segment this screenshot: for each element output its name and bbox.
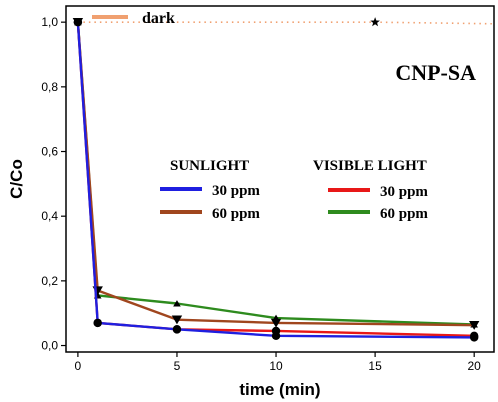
legend-dark: dark xyxy=(92,10,175,27)
series-sunlight-60-ppm-point xyxy=(270,318,282,328)
legend-visible-light: VISIBLE LIGHT 30 ppm 60 ppm xyxy=(313,158,428,222)
series-layer xyxy=(72,17,495,342)
series-sunlight-30-ppm-point xyxy=(93,318,102,328)
series-sunlight-30-ppm-point xyxy=(73,17,83,27)
y-tick-label: 0,8 xyxy=(41,80,58,94)
x-axis: 0 5 10 15 20 xyxy=(75,352,482,373)
series-sunlight-60-ppm-point xyxy=(468,321,480,330)
legend-sunlight-title: SUNLIGHT xyxy=(170,158,249,174)
series-visible-light-60-ppm-point xyxy=(173,300,181,307)
series-dark-point xyxy=(370,17,380,27)
legend-dark-label: dark xyxy=(142,10,175,27)
series-dark-line xyxy=(77,21,495,25)
series-sunlight-60-ppm xyxy=(72,18,480,330)
x-tick-label: 20 xyxy=(468,359,482,373)
legend-visible-30-label: 30 ppm xyxy=(380,184,428,200)
series-dark xyxy=(77,17,495,27)
x-tick-label: 5 xyxy=(174,359,181,373)
chart-title: CNP-SA xyxy=(395,60,476,85)
y-tick-label: 0,6 xyxy=(41,145,58,159)
series-sunlight-30-ppm-point xyxy=(469,333,479,342)
legend-visible-60-label: 60 ppm xyxy=(380,206,428,222)
legend-sunlight: SUNLIGHT 30 ppm 60 ppm xyxy=(160,158,260,222)
x-tick-label: 10 xyxy=(269,359,283,373)
legend-sunlight-60-label: 60 ppm xyxy=(212,206,260,222)
x-axis-label: time (min) xyxy=(239,380,320,399)
y-tick-label: 0,4 xyxy=(41,209,58,223)
series-sunlight-60-ppm-point xyxy=(171,315,183,325)
y-tick-label: 0,2 xyxy=(41,274,58,288)
series-sunlight-30-ppm-point xyxy=(271,331,281,341)
legend-sunlight-30-label: 30 ppm xyxy=(212,183,260,199)
y-tick-label: 0,0 xyxy=(41,339,58,353)
x-tick-label: 0 xyxy=(75,359,82,373)
legend-visible-title: VISIBLE LIGHT xyxy=(313,158,427,174)
x-tick-label: 15 xyxy=(368,359,382,373)
y-tick-label: 1,0 xyxy=(41,15,58,29)
plot-frame xyxy=(65,5,495,353)
y-axis-label: C/Co xyxy=(7,159,26,199)
series-sunlight-30-ppm-point xyxy=(172,325,182,334)
y-axis: 0,0 0,2 0,4 0,6 0,8 1,0 xyxy=(41,15,66,353)
series-sunlight-30-ppm xyxy=(73,17,479,342)
